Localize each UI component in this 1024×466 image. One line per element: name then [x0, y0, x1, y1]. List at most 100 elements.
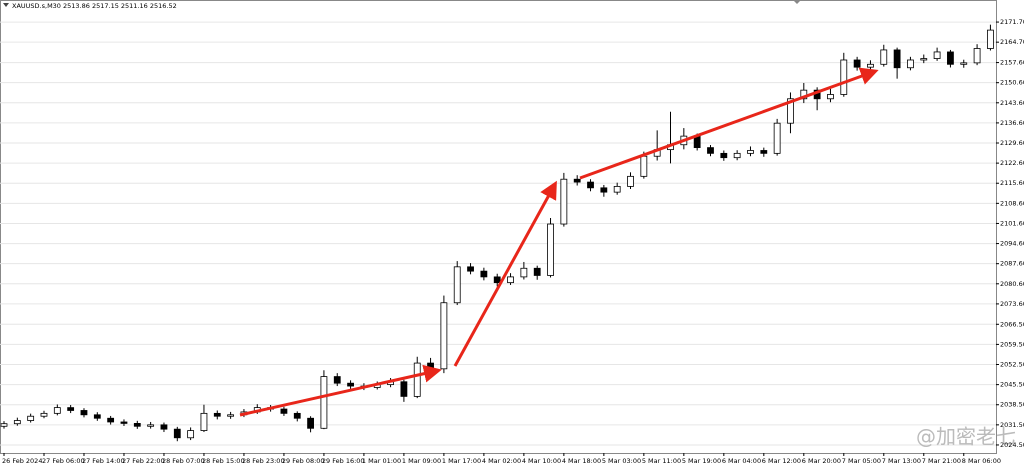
candle-body [787, 98, 794, 124]
candle-body [613, 185, 621, 193]
y-tick-label: 2038.50 [1000, 401, 1024, 409]
x-tick-label: 6 Mar 12:00 [762, 457, 801, 465]
candle-body [467, 266, 474, 272]
candle-body [320, 376, 328, 429]
x-tick-label: 28 Feb 15:00 [202, 457, 245, 465]
x-tick-label: 4 Mar 18:00 [562, 457, 601, 465]
candle-body [40, 412, 48, 417]
candle-body [453, 266, 461, 304]
candle-body [533, 267, 541, 276]
y-tick-label: 2129.60 [1000, 139, 1024, 147]
y-tick-label: 2143.60 [1000, 99, 1024, 107]
y-tick-label: 2094.60 [1000, 240, 1024, 248]
candle-body [600, 187, 608, 193]
candle-body [333, 376, 341, 384]
candle-body [547, 223, 554, 276]
candle-body [173, 428, 181, 439]
x-tick-label: 5 Mar 11:00 [642, 457, 681, 465]
candle-body [187, 430, 195, 439]
candle-body [733, 152, 741, 159]
candle-body [0, 423, 8, 427]
x-tick-label: 8 Mar 06:00 [962, 457, 1001, 465]
candle-body [587, 181, 594, 189]
candle-body [893, 49, 901, 69]
chart-title: XAUUSD.s,M30 2513.86 2517.15 2511.16 251… [12, 2, 177, 10]
y-tick-label: 2122.60 [1000, 159, 1024, 167]
candle-body [80, 410, 88, 416]
candle-body [867, 63, 874, 68]
candle-body [520, 267, 528, 278]
candle-body [640, 155, 648, 177]
x-tick-label: 4 Mar 10:00 [522, 457, 561, 465]
y-tick-label: 2136.60 [1000, 119, 1024, 127]
y-tick-label: 2045.50 [1000, 381, 1024, 389]
candle-body [93, 414, 101, 419]
y-tick-label: 2157.60 [1000, 59, 1024, 67]
candle-body [907, 59, 914, 69]
arrow [579, 67, 879, 180]
y-tick-label: 2171.70 [1000, 18, 1024, 26]
x-tick-label: 26 Feb 2024 [2, 457, 42, 465]
candle-body [133, 423, 141, 427]
candle-body [493, 276, 501, 284]
x-tick-label: 29 Feb 16:00 [322, 457, 365, 465]
x-tick-label: 28 Feb 23:00 [242, 457, 285, 465]
shift-marker [793, 0, 801, 4]
annotation-arrows [239, 67, 879, 417]
x-tick-label: 27 Feb 14:00 [82, 457, 125, 465]
candle-body [120, 421, 128, 424]
candle-body [747, 150, 754, 154]
candle-body [227, 414, 235, 417]
x-tick-label: 4 Mar 02:00 [482, 457, 521, 465]
candle-body [760, 150, 768, 154]
menu-triangle [3, 3, 9, 7]
x-tick-label: 6 Mar 04:00 [722, 457, 761, 465]
x-tick-label: 1 Mar 09:00 [402, 457, 441, 465]
candle-body [560, 178, 568, 225]
candle-body [480, 270, 488, 278]
x-tick-label: 5 Mar 03:00 [602, 457, 641, 465]
arrow [453, 180, 557, 367]
x-tick-label: 1 Mar 01:00 [362, 457, 401, 465]
candle-body [307, 417, 314, 429]
candle-body [960, 62, 968, 65]
candle-body [53, 407, 61, 414]
y-tick-label: 2073.60 [1000, 300, 1024, 308]
y-tick-label: 2087.60 [1000, 260, 1024, 268]
candle-body [627, 175, 634, 187]
x-tick-label: 7 Mar 05:00 [842, 457, 881, 465]
candle-body [773, 122, 781, 154]
x-tick-label: 1 Mar 17:00 [442, 457, 481, 465]
candle-body [573, 178, 581, 183]
x-tick-label: 27 Feb 06:00 [42, 457, 85, 465]
y-tick-label: 2024.50 [1000, 441, 1024, 449]
y-tick-label: 2164.70 [1000, 38, 1024, 46]
candle-body [160, 424, 168, 430]
y-tick-label: 2108.60 [1000, 199, 1024, 207]
y-tick-label: 2080.60 [1000, 280, 1024, 288]
candle-body [920, 58, 928, 61]
x-tick-label: 6 Mar 20:00 [802, 457, 841, 465]
candle-body [347, 382, 354, 387]
candle-body [947, 51, 954, 65]
candle-body [840, 59, 848, 95]
candle-body [400, 381, 408, 397]
x-tick-label: 5 Mar 19:00 [682, 457, 721, 465]
candle-body [933, 51, 941, 59]
candle-body [147, 424, 155, 427]
y-tick-label: 2052.50 [1000, 361, 1024, 369]
y-tick-label: 2031.50 [1000, 421, 1024, 429]
y-tick-label: 2066.50 [1000, 320, 1024, 328]
candle-body [67, 407, 75, 411]
y-tick-label: 2059.50 [1000, 340, 1024, 348]
candle-body [880, 49, 888, 65]
candle-body [973, 48, 981, 64]
candle-body [27, 415, 35, 421]
candle-body [280, 408, 288, 414]
x-tick-label: 27 Feb 22:00 [122, 457, 165, 465]
candle-body [853, 59, 861, 68]
candle-body [440, 302, 448, 370]
candle-body [107, 417, 115, 423]
